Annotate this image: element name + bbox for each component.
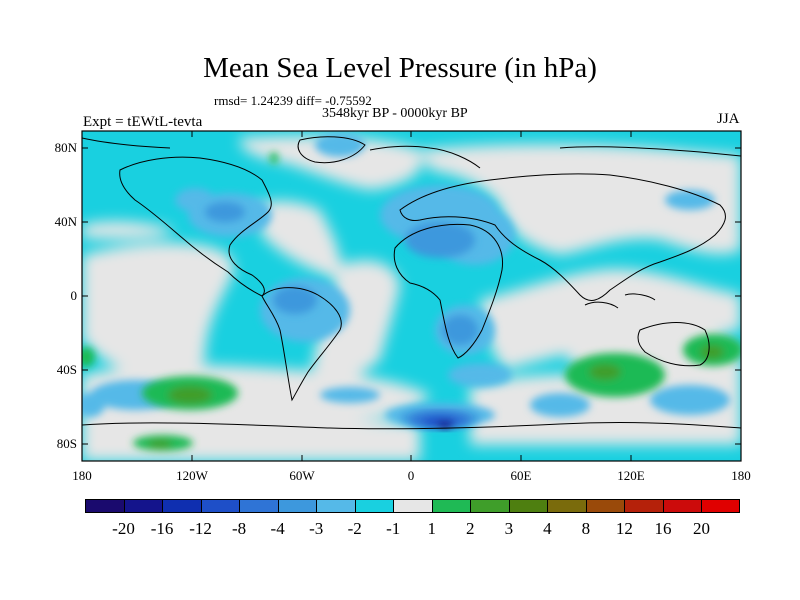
colorbar-cell bbox=[162, 499, 202, 513]
lat-label: 40S bbox=[57, 362, 77, 377]
lat-label: 80N bbox=[55, 140, 78, 155]
colorbar-cell bbox=[431, 499, 471, 513]
lon-label: 120W bbox=[176, 468, 209, 483]
longitude-labels: 180 120W 60W 0 60E 120E 180 bbox=[72, 468, 751, 483]
map-title: Mean Sea Level Pressure (in hPa) bbox=[203, 52, 597, 84]
colorbar-label: -12 bbox=[189, 519, 212, 538]
colorbar-label: 4 bbox=[543, 519, 552, 538]
lon-label: 180 bbox=[731, 468, 751, 483]
colorbar-label: 3 bbox=[504, 519, 514, 538]
lat-label: 0 bbox=[71, 288, 78, 303]
lon-label: 0 bbox=[408, 468, 415, 483]
season-label: JJA bbox=[717, 111, 740, 127]
colorbar-cell bbox=[277, 499, 317, 513]
colorbar-cell bbox=[585, 499, 625, 513]
colorbar-label: -4 bbox=[270, 519, 285, 538]
colorbar-cell bbox=[624, 499, 664, 513]
colorbar-label: -20 bbox=[112, 519, 135, 538]
negative-deep-regions bbox=[410, 412, 470, 429]
colorbar-label: 20 bbox=[692, 519, 710, 538]
period-text: 3548kyr BP - 0000kyr BP bbox=[322, 106, 468, 121]
colorbar-label: -8 bbox=[232, 519, 247, 538]
lat-label: 40N bbox=[55, 214, 78, 229]
colorbar-cell bbox=[508, 499, 548, 513]
coastlines bbox=[82, 136, 741, 430]
stats-text: rmsd= 1.24239 diff= -0.75592 bbox=[214, 93, 372, 108]
lon-label: 180 bbox=[72, 468, 92, 483]
latitude-labels: 80N 40N 0 40S 80S bbox=[55, 140, 78, 451]
colorbar-cell bbox=[547, 499, 587, 513]
colorbar-cell bbox=[200, 499, 240, 513]
colorbar-cell bbox=[470, 499, 510, 513]
colorbar-label: 12 bbox=[615, 519, 633, 538]
lon-label: 120E bbox=[617, 468, 645, 483]
plot-frame bbox=[81, 130, 742, 462]
colorbar-label: -3 bbox=[309, 519, 324, 538]
colorbar-cell bbox=[239, 499, 279, 513]
positive-regions bbox=[82, 152, 741, 451]
colorbar-label: 1 bbox=[427, 519, 437, 538]
lon-label: 60W bbox=[289, 468, 315, 483]
colorbar-label: -2 bbox=[347, 519, 362, 538]
lon-label: 60E bbox=[511, 468, 532, 483]
colorbar-cell bbox=[701, 499, 741, 513]
colorbar-cell bbox=[393, 499, 433, 513]
colorbar-cell bbox=[662, 499, 702, 513]
colorbar-label: 2 bbox=[466, 519, 475, 538]
lat-label: 80S bbox=[57, 436, 77, 451]
colorbar-label: 8 bbox=[581, 519, 591, 538]
experiment-label: Expt = tEWtL-tevta bbox=[83, 114, 203, 130]
pressure-field bbox=[82, 131, 741, 461]
colorbar-label: 16 bbox=[654, 519, 672, 538]
colorbar-cell bbox=[123, 499, 163, 513]
colorbar-label: -16 bbox=[150, 519, 174, 538]
colorbar-cell bbox=[316, 499, 356, 513]
colorbar-cell bbox=[354, 499, 394, 513]
colorbar-label: -1 bbox=[386, 519, 401, 538]
colorbar-cell bbox=[85, 499, 125, 513]
